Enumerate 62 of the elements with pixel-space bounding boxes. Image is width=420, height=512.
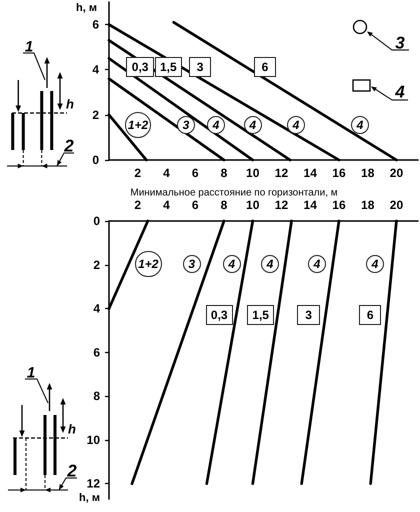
y-axis-title: h, м [76,2,97,14]
x-tick-label: 14 [304,198,318,212]
annotation: 4 [244,116,262,134]
y-tick-label: 4 [93,302,100,316]
x-tick-label: 6 [192,166,199,180]
annotation: 4 [261,255,279,273]
annotation: 1+2 [124,112,152,138]
series-label: 1,5 [246,305,274,325]
x-tick-label: 2 [134,166,142,180]
x-tick-label: 16 [332,198,346,212]
x-tick-label: 8 [220,198,228,212]
y-tick-label: 8 [93,389,100,404]
x-tick-label: 12 [274,198,288,212]
x-tick-label: 4 [163,198,170,212]
annotation: 4 [287,116,305,134]
y-tick-label: 2 [93,258,100,272]
y-tick-label: 2 [92,108,100,122]
x-axis-title: Минимальное расстояние по горизонтали, м [130,188,338,198]
text: h [66,96,74,112]
x-tick-label: 18 [361,198,375,212]
y-axis-title: h, м [79,492,100,504]
series-label: 0,3 [206,305,233,325]
annotation: 3 [177,116,195,134]
y-tick-label: 10 [86,432,100,447]
series-label: 6 [254,57,276,77]
text: 2 [63,136,74,156]
annotation: 4 [207,116,225,134]
y-tick-label: 6 [93,345,100,360]
annotation: 4 [366,255,384,273]
series-label: 0,3 [126,57,154,77]
x-tick-label: 20 [390,166,404,180]
y-tick-label: 0 [92,153,100,167]
annotation: 3 [395,34,406,52]
y-tick-label: 12 [86,476,100,491]
series-label: 3 [297,305,320,325]
annotation: 4 [222,255,241,273]
x-tick-label: 6 [192,198,199,212]
text: 2 [66,462,78,480]
text: h [68,422,76,436]
y-tick-label: 4 [92,62,100,77]
y-tick-label: 0 [93,214,100,228]
x-tick-label: 12 [274,166,288,180]
x-tick-label: 8 [220,166,228,180]
x-tick-label: 4 [163,166,170,180]
x-tick-label: 16 [332,166,346,180]
x-tick-label: 14 [304,166,318,180]
annotation: 3 [182,255,201,273]
series-label: 6 [358,305,382,325]
annotation: 4 [308,255,326,273]
series-label: 1,5 [154,57,182,77]
annotation: 4 [351,116,369,134]
text: 1 [26,364,36,382]
text: 1 [24,38,34,56]
x-tick-label: 10 [246,198,260,212]
x-tick-label: 10 [246,166,260,180]
x-tick-label: 20 [390,198,404,212]
x-tick-label: 18 [361,166,375,180]
annotation: 4 [394,82,406,102]
annotation: 1+2 [134,250,162,278]
series-label: 3 [188,57,212,77]
x-tick-label: 2 [134,198,142,212]
y-tick-label: 6 [92,18,100,32]
